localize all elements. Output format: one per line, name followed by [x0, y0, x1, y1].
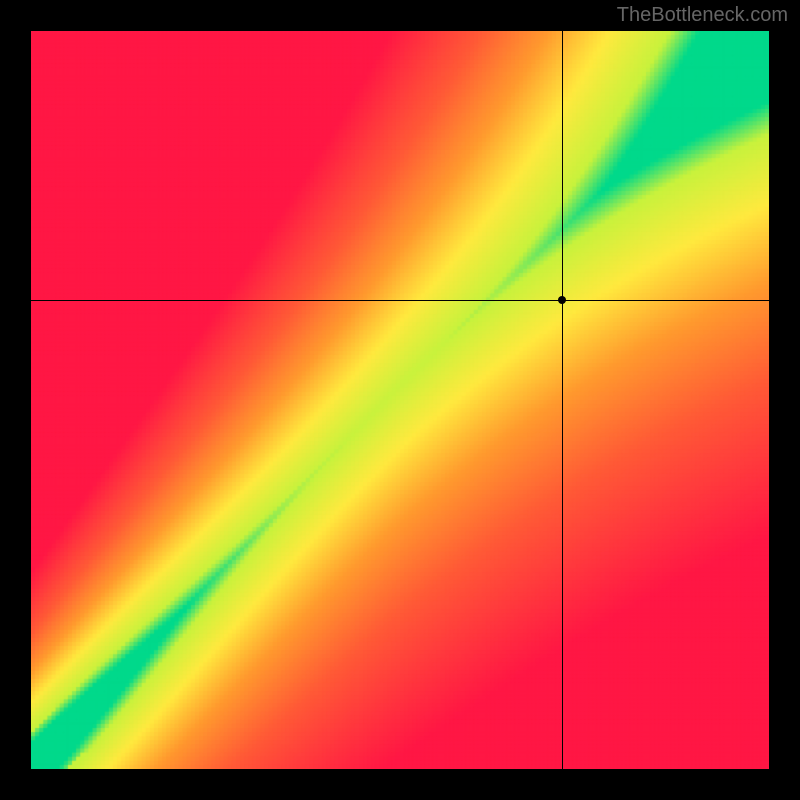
chart-container: TheBottleneck.com — [0, 0, 800, 800]
watermark-text: TheBottleneck.com — [617, 4, 788, 27]
crosshair-marker — [558, 296, 566, 304]
heatmap-canvas — [31, 31, 769, 769]
crosshair-horizontal — [31, 300, 769, 301]
crosshair-vertical — [562, 31, 563, 769]
